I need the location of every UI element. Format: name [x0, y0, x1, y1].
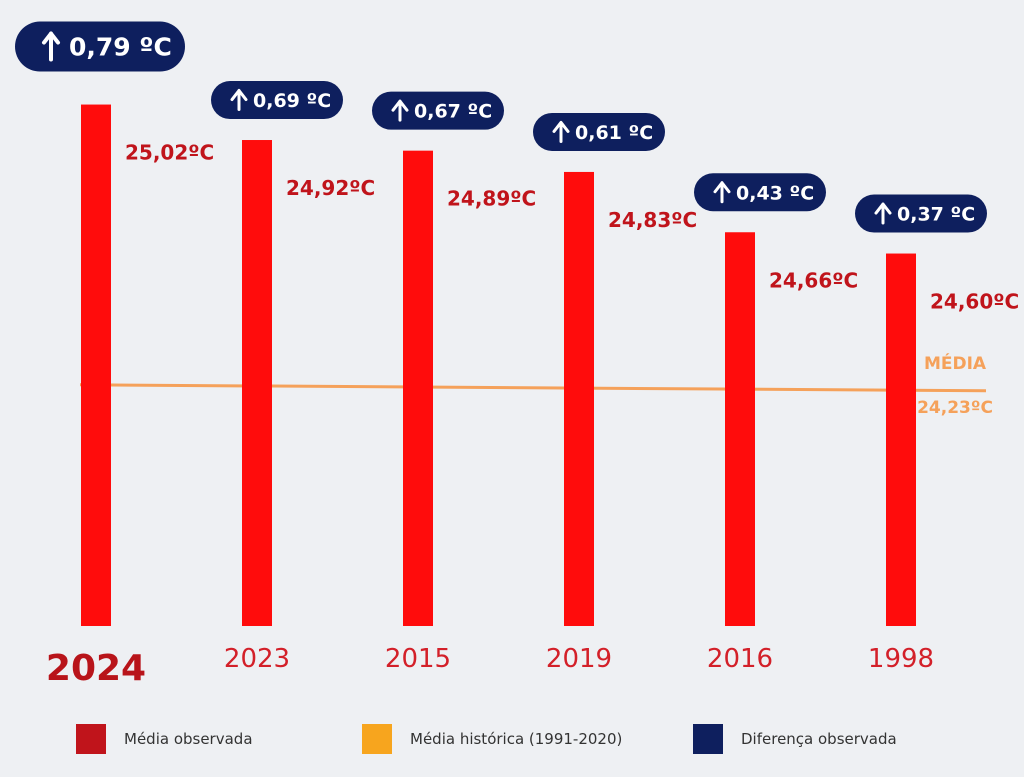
year-label-2023: 2023 — [224, 644, 290, 674]
value-label-1998: 24,60ºC — [930, 290, 1019, 314]
bar-chart: MÉDIA 24,23ºC 25,02ºC 2024 0,79 ºC 24,92ºC 202… — [15, 21, 1019, 689]
legend-item-difference: Diferença observada — [693, 724, 897, 754]
reference-label: MÉDIA — [924, 352, 987, 374]
bar-2015 — [403, 150, 433, 626]
reference-line — [79, 383, 987, 393]
value-label-2024: 25,02ºC — [125, 141, 214, 165]
difference-label-2024: 0,79 ºC — [69, 33, 172, 62]
difference-badge-2015 — [372, 91, 504, 130]
difference-badge-2023 — [211, 81, 343, 120]
difference-label-2015: 0,67 ºC — [414, 101, 492, 123]
legend-swatch-observed — [76, 724, 106, 754]
arrow-up-icon — [230, 89, 248, 112]
bar-2016 — [725, 232, 755, 626]
legend-label-observed: Média observada — [124, 730, 253, 748]
value-label-2015: 24,89ºC — [447, 187, 536, 211]
difference-badge-2024 — [15, 21, 185, 72]
legend-swatch-difference — [693, 724, 723, 754]
arrow-up-icon — [874, 202, 892, 225]
difference-label-1998: 0,37 ºC — [897, 204, 975, 226]
value-label-2019: 24,83ºC — [608, 208, 697, 232]
legend-label-historical: Média histórica (1991-2020) — [410, 730, 623, 748]
legend-label-difference: Diferença observada — [741, 730, 897, 748]
bar-2024 — [81, 104, 111, 626]
arrow-up-icon — [391, 99, 409, 122]
value-label-2023: 24,92ºC — [286, 176, 375, 200]
bar-2023 — [242, 140, 272, 626]
difference-badge-2016 — [694, 173, 826, 212]
arrow-up-icon — [552, 120, 570, 143]
difference-label-2023: 0,69 ºC — [253, 90, 331, 112]
year-label-1998: 1998 — [868, 644, 934, 674]
reference-value-label: 24,23ºC — [917, 398, 993, 418]
legend-item-historical: Média histórica (1991-2020) — [362, 724, 622, 754]
year-label-2015: 2015 — [385, 644, 451, 674]
value-label-2016: 24,66ºC — [769, 268, 858, 292]
year-label-2019: 2019 — [546, 644, 612, 674]
difference-label-2019: 0,61 ºC — [575, 122, 653, 144]
arrow-up-icon — [42, 31, 60, 62]
difference-badge-1998 — [855, 194, 987, 233]
difference-badge-2019 — [533, 112, 665, 151]
arrow-up-icon — [713, 181, 731, 204]
legend-swatch-historical — [362, 724, 392, 754]
bar-1998 — [886, 253, 916, 626]
legend-item-observed: Média observada — [76, 724, 253, 754]
year-label-2016: 2016 — [707, 644, 773, 674]
difference-label-2016: 0,43 ºC — [736, 182, 814, 204]
bar-2019 — [564, 171, 594, 626]
year-label-2024: 2024 — [46, 648, 146, 689]
